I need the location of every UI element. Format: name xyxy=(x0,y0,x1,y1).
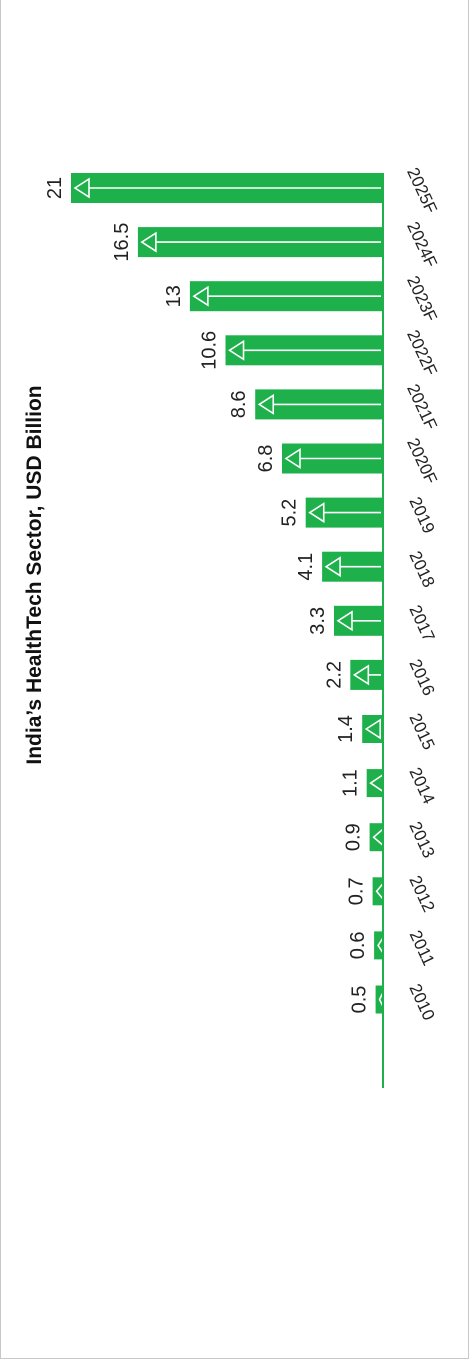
value-label-2019: 5.2 xyxy=(279,499,301,527)
category-labels-layer: 2010 2011 2012 2013 2014 2015 2016 2017 2018 2019… xyxy=(403,165,441,1024)
value-label-2012: 0.7 xyxy=(346,877,368,905)
category-label-2024F: 2024F xyxy=(403,219,441,271)
category-label-2022F: 2022F xyxy=(403,327,441,379)
value-label-2021F: 8.6 xyxy=(228,390,250,418)
bar-arrow-head-2015 xyxy=(364,718,382,740)
value-label-2011: 0.6 xyxy=(347,931,369,959)
value-label-2013: 0.9 xyxy=(343,823,365,851)
category-label-2013: 2013 xyxy=(405,819,438,861)
category-label-2017: 2017 xyxy=(405,602,438,644)
chart-title: India’s HealthTech Sector, USD Billion xyxy=(23,385,46,764)
bar-2013 xyxy=(369,823,383,852)
value-label-2020F: 6.8 xyxy=(255,445,277,473)
value-label-2025F: 21 xyxy=(44,177,66,199)
bar-2014 xyxy=(366,769,383,798)
value-label-2023F: 13 xyxy=(163,285,185,307)
value-label-2024F: 16.5 xyxy=(111,223,133,262)
category-label-2012: 2012 xyxy=(405,873,438,915)
value-label-2010: 0.5 xyxy=(349,986,371,1014)
value-label-2017: 3.3 xyxy=(307,607,329,635)
category-label-2018: 2018 xyxy=(405,548,438,590)
labels-layer: 0.5 0.6 0.7 0.9 1.1 1.4 2.2 3.3 4.1 5.2 6.8 8.6 10.6… xyxy=(44,177,371,1014)
category-label-2023F: 2023F xyxy=(403,273,441,325)
value-label-2018: 4.1 xyxy=(295,553,317,581)
category-label-2016: 2016 xyxy=(405,656,438,698)
category-label-2014: 2014 xyxy=(405,765,438,807)
category-label-2025F: 2025F xyxy=(403,165,441,217)
bars-layer xyxy=(71,173,385,1014)
category-label-2021F: 2021F xyxy=(403,381,441,433)
bar-2012 xyxy=(372,877,383,906)
value-label-2016: 2.2 xyxy=(323,661,345,689)
category-label-2010: 2010 xyxy=(405,981,438,1023)
category-label-2011: 2011 xyxy=(406,927,439,968)
value-label-2015: 1.4 xyxy=(335,715,357,743)
category-label-2020F: 2020F xyxy=(403,435,441,487)
value-label-2014: 1.1 xyxy=(340,769,362,797)
category-label-2015: 2015 xyxy=(405,710,438,752)
value-label-2022F: 10.6 xyxy=(199,331,221,370)
category-label-2019: 2019 xyxy=(405,494,438,536)
